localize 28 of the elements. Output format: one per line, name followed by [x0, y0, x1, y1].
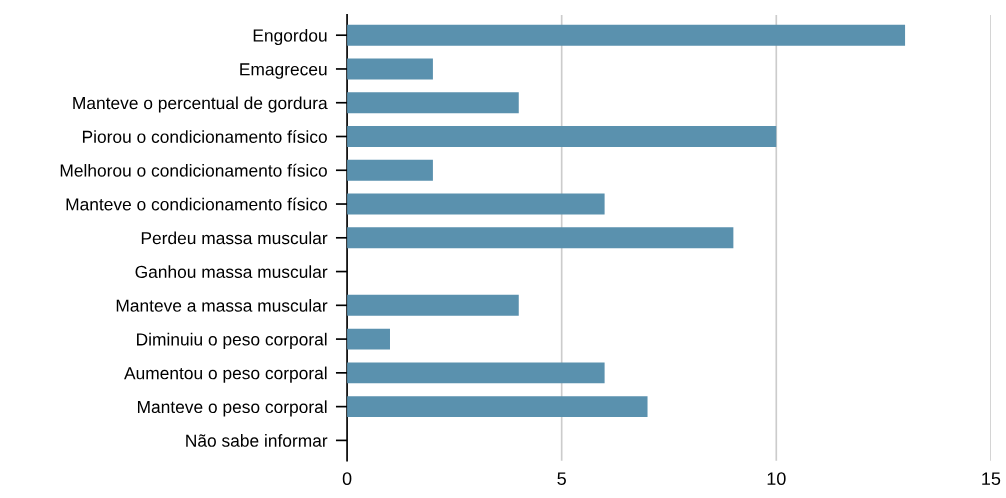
y-tick-label: Piorou o condicionamento físico	[82, 130, 327, 143]
y-tick-label: Manteve a massa muscular	[116, 299, 328, 312]
x-tick-label: 15	[982, 472, 1001, 486]
x-tick-label: 10	[767, 472, 786, 486]
y-tick-label: Aumentou o peso corporal	[124, 366, 327, 383]
bar	[347, 328, 390, 350]
y-tick-label: Engordou	[253, 28, 327, 46]
bar	[347, 227, 734, 249]
bar	[347, 126, 777, 147]
y-tick-label: Não sabe informar	[186, 434, 328, 447]
y-tick-label: Manteve o peso corporal	[137, 400, 327, 417]
bar	[347, 159, 433, 181]
bar	[347, 193, 605, 215]
y-tick-label: Emagreceu	[240, 63, 327, 79]
y-tick-label: Manteve o condicionamento físico	[66, 197, 327, 211]
y-tick-label: Perdeu massa muscular	[141, 231, 328, 245]
x-tick-label: 0	[342, 472, 352, 486]
bar	[347, 294, 519, 316]
y-tick-label: Melhorou o condicionamento físico	[60, 163, 327, 177]
y-tick-label: Ganhou massa muscular	[135, 265, 328, 279]
x-tick-label: 5	[557, 472, 566, 486]
bar	[347, 92, 519, 114]
bar	[347, 362, 605, 384]
y-tick-label: Manteve o percentual de gordura	[73, 96, 328, 113]
bar	[347, 24, 906, 46]
bar	[347, 58, 433, 80]
y-tick-label: Diminuiu o peso corporal	[137, 332, 327, 349]
bar	[347, 396, 648, 418]
